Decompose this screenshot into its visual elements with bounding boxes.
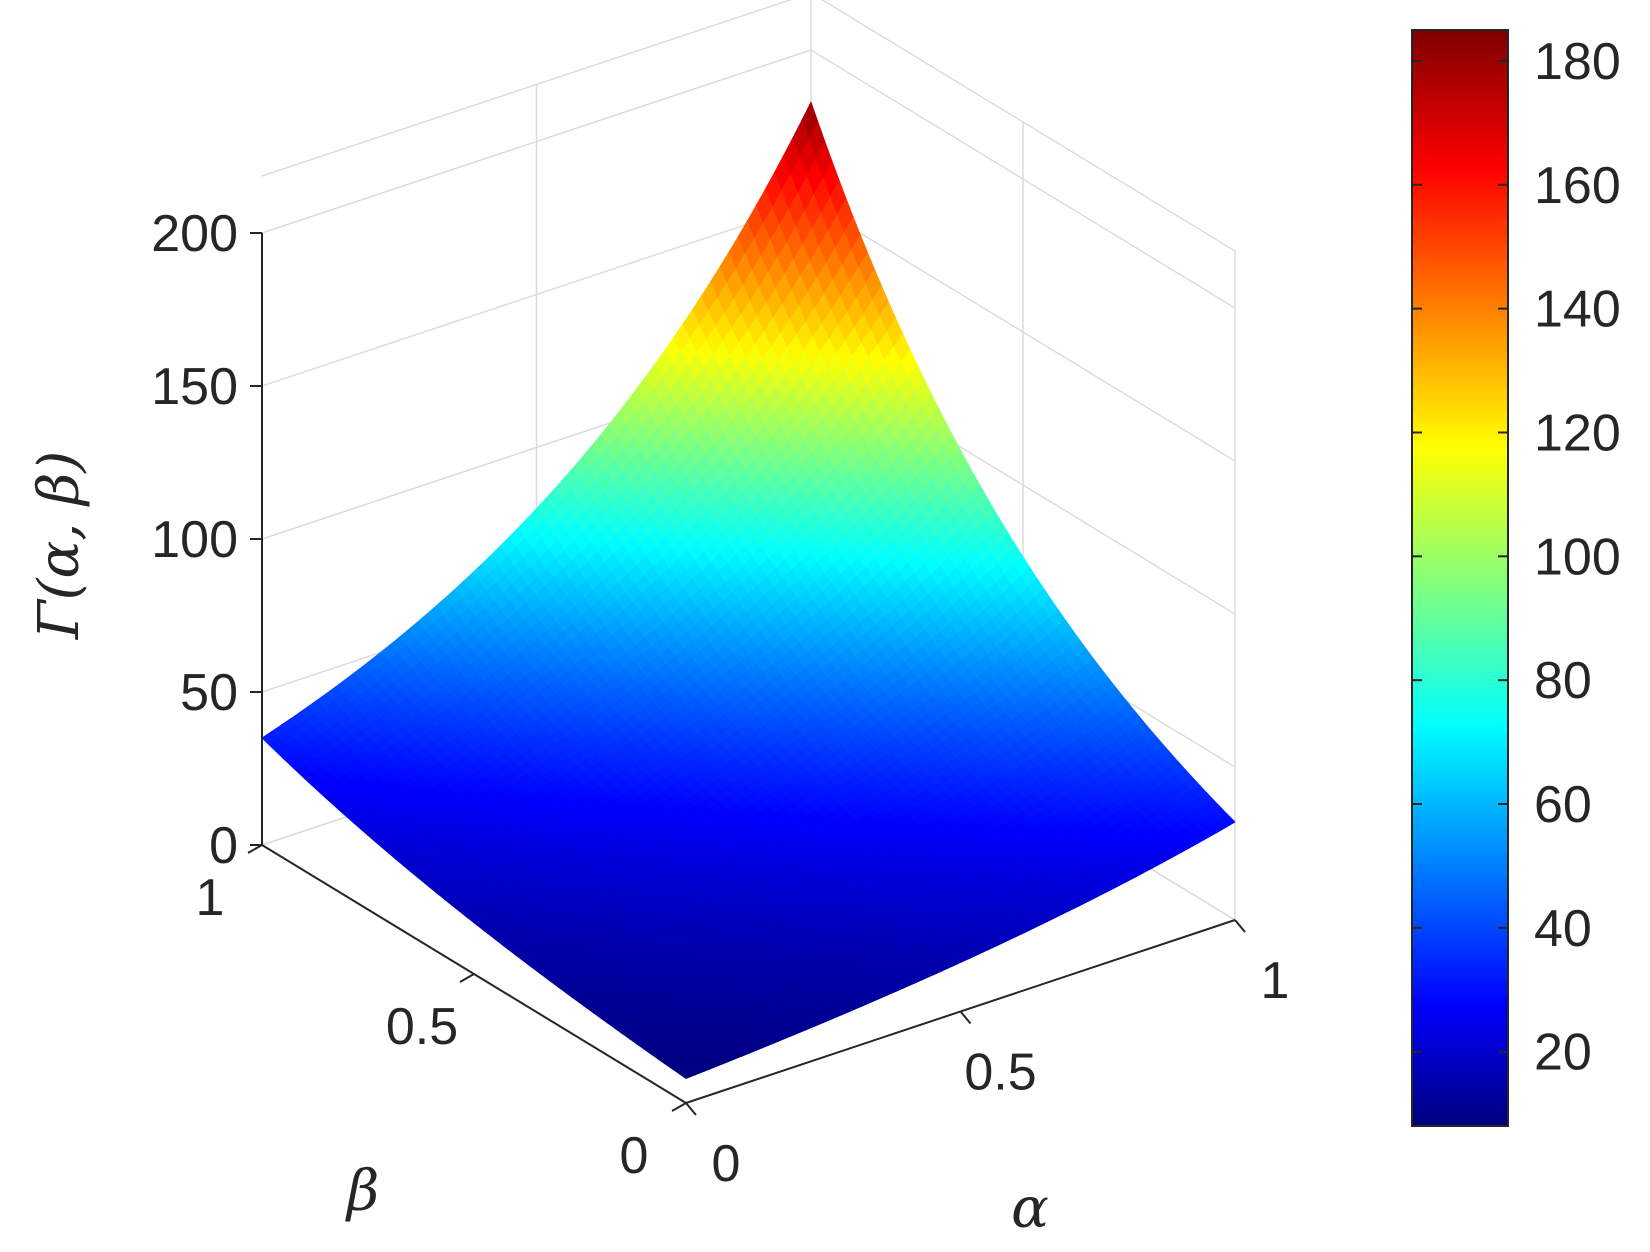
surface-patch <box>678 1069 696 1079</box>
colorbar-tick-label: 180 <box>1534 33 1621 91</box>
z-tick-label: 100 <box>151 511 238 569</box>
x-tick <box>959 1010 972 1025</box>
z-axis-label: Γ(α, β) <box>27 451 92 640</box>
z-tick-label: 50 <box>180 664 238 722</box>
colorbar-gradient <box>1411 29 1509 1127</box>
z-tick-label: 200 <box>151 205 238 263</box>
y-tick-label: 0 <box>620 1127 649 1185</box>
x-tick <box>685 1102 697 1116</box>
colorbar-tick-label: 80 <box>1534 652 1592 710</box>
x-tick <box>1234 919 1246 933</box>
surface-plot <box>261 100 1236 1079</box>
y-axis-label: β <box>345 1159 379 1224</box>
colorbar-tick-label: 20 <box>1534 1024 1592 1082</box>
z-tick-label: 150 <box>151 358 238 416</box>
colorbar-ticks: 20 40 60 80 100 120 140 160 180 <box>1412 33 1621 1082</box>
x-tick-label: 0.5 <box>964 1044 1036 1102</box>
y-tick <box>459 973 475 983</box>
x-tick-label: 0 <box>712 1135 741 1193</box>
colorbar-tick-label: 100 <box>1534 528 1621 586</box>
colorbar-tick-label: 40 <box>1534 900 1592 958</box>
colorbar-tick-label: 60 <box>1534 776 1592 834</box>
y-tick-label: 0.5 <box>386 998 458 1056</box>
y-tick <box>247 844 263 854</box>
y-tick-label: 1 <box>196 869 225 927</box>
colorbar-tick-label: 120 <box>1534 404 1621 462</box>
axes-box <box>261 0 1236 921</box>
y-tick <box>671 1102 687 1112</box>
axes-lines <box>247 232 1246 1116</box>
colorbar <box>1411 29 1509 1127</box>
x-tick-label: 1 <box>1261 952 1290 1010</box>
z-tick-label: 0 <box>209 817 238 875</box>
x-axis-label: α <box>1011 1176 1049 1241</box>
colorbar-tick-label: 140 <box>1534 281 1621 339</box>
colorbar-tick-label: 160 <box>1534 157 1621 215</box>
